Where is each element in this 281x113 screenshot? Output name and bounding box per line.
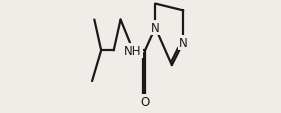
Text: N: N <box>179 36 188 49</box>
Text: NH: NH <box>124 44 142 57</box>
Text: O: O <box>140 95 150 108</box>
Text: N: N <box>151 22 160 35</box>
